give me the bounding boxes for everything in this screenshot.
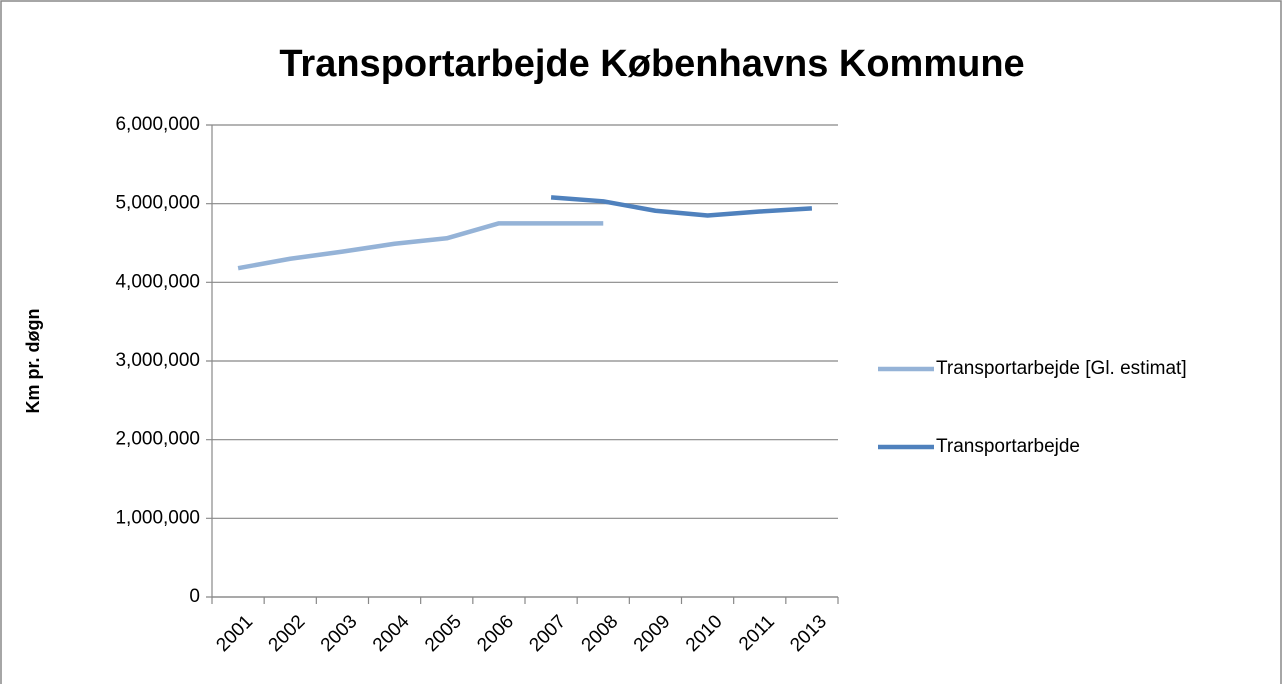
y-tick-label: 3,000,000 [115,350,200,371]
legend-label: Transportarbejde [Gl. estimat] [936,358,1187,379]
line-series [237,221,604,271]
y-tick-label: 6,000,000 [115,114,200,135]
y-tick-label: 5,000,000 [115,193,200,214]
chart-title: Transportarbejde Københavns Kommune [279,43,1024,85]
y-tick-label: 0 [189,586,200,607]
y-tick-label: 4,000,000 [115,271,200,292]
y-tick-label: 1,000,000 [115,507,200,528]
y-axis-title: Km pr. døgn [23,309,43,414]
y-tick-label: 2,000,000 [115,429,200,450]
line-series [550,195,813,218]
legend-label: Transportarbejde [936,436,1080,457]
